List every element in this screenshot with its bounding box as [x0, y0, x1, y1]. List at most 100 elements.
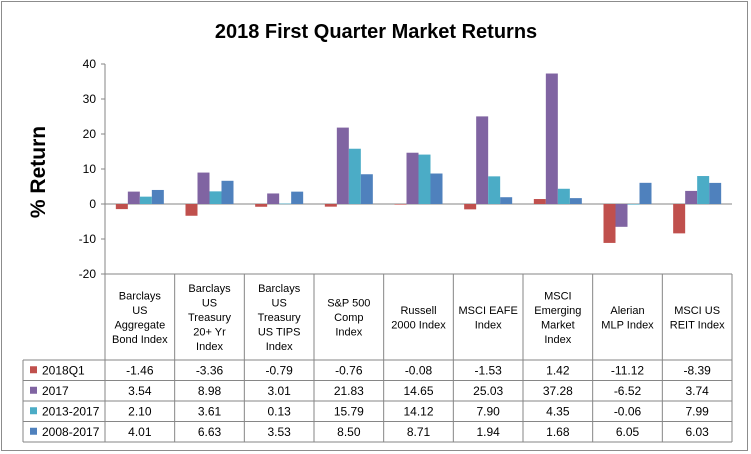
data-table-value: 4.01 [128, 425, 152, 439]
data-table-value: -0.08 [405, 363, 433, 377]
bar [615, 204, 628, 227]
data-table-value: 6.03 [685, 425, 709, 439]
category-label: Barclays [188, 283, 231, 295]
category-label: US TIPS [258, 327, 301, 339]
category-label: US [132, 305, 147, 317]
category-label: US [202, 298, 217, 310]
data-table-value: 3.61 [198, 404, 222, 418]
data-table-value: 3.74 [685, 384, 709, 398]
category-label: Index [266, 341, 293, 353]
data-table-value: -11.12 [611, 363, 644, 377]
bar [151, 189, 164, 204]
bar [197, 172, 210, 204]
bar [673, 204, 686, 234]
category-label: MSCI US [674, 305, 720, 317]
data-table-value: 8.98 [198, 384, 222, 398]
legend-label: 2008-2017 [42, 425, 100, 439]
bar [360, 174, 373, 204]
y-tick-label: 10 [83, 162, 97, 176]
legend-label: 2017 [42, 384, 69, 398]
data-table-value: 3.54 [128, 384, 152, 398]
data-table-value: 6.05 [616, 425, 640, 439]
bar [500, 197, 513, 204]
category-label: Barclays [119, 290, 162, 302]
data-table-value: -0.79 [265, 363, 293, 377]
data-table-value: 25.03 [473, 384, 503, 398]
data-table-value: 14.65 [403, 384, 433, 398]
bar [418, 154, 431, 204]
data-table-value: 15.79 [334, 404, 364, 418]
category-label: Russell [400, 305, 436, 317]
category-label: Emerging [534, 305, 581, 317]
bar [127, 191, 140, 204]
category-label: Treasury [188, 312, 231, 324]
data-table-value: 1.94 [476, 425, 500, 439]
data-table-value: 1.68 [546, 425, 570, 439]
bar [291, 191, 304, 204]
y-tick-label: -20 [79, 267, 97, 281]
legend-label: 2018Q1 [42, 363, 85, 377]
bar [267, 193, 280, 204]
y-tick-label: 40 [83, 57, 97, 71]
category-label: 2000 Index [391, 319, 446, 331]
bar [336, 127, 349, 204]
category-label: MSCI [544, 290, 572, 302]
bar [185, 204, 198, 216]
data-table-value: 3.01 [267, 384, 291, 398]
data-table-value: -1.53 [474, 363, 502, 377]
data-table-value: -6.52 [614, 384, 642, 398]
bar [557, 188, 570, 204]
category-label: Index [544, 334, 571, 346]
bar [533, 199, 546, 204]
category-label: S&P 500 [327, 298, 370, 310]
data-table-value: 8.50 [337, 425, 361, 439]
bar [139, 196, 152, 204]
y-tick-label: 20 [83, 127, 97, 141]
data-table-value: 6.63 [198, 425, 222, 439]
data-table-value: 0.13 [267, 404, 291, 418]
bar [709, 182, 722, 204]
bar [697, 176, 710, 204]
y-tick-label: 30 [83, 92, 97, 106]
bar [430, 173, 443, 204]
category-label: Market [541, 319, 575, 331]
y-axis-label: % Return [27, 126, 50, 218]
bar [406, 152, 419, 204]
plot-area: -20 -10 0 10 20 30 40 Barclays US Aggregate Bond I… [22, 57, 733, 443]
bar [639, 182, 652, 204]
category-label: MSCI EAFE [459, 305, 518, 317]
category-label: Treasury [258, 312, 301, 324]
bar [324, 204, 337, 207]
legend-key [30, 386, 37, 394]
bar [545, 73, 558, 205]
data-table-value: 7.90 [476, 404, 500, 418]
data-table-value: -3.36 [196, 363, 224, 377]
category-label: Bond Index [112, 334, 168, 346]
bar [488, 176, 501, 204]
category-label: US [272, 298, 287, 310]
data-table-value: 21.83 [334, 384, 364, 398]
bar [476, 116, 489, 204]
bar [279, 203, 292, 205]
category-label: MLP Index [601, 319, 654, 331]
category-label: Comp [334, 312, 363, 324]
data-table-value: 14.12 [403, 404, 433, 418]
data-table-value: -0.76 [335, 363, 363, 377]
bar [209, 191, 222, 204]
data-table-value: 1.42 [546, 363, 570, 377]
category-label: Index [335, 327, 362, 339]
bar [603, 204, 616, 243]
category-label: 20+ Yr [193, 327, 226, 339]
bar [115, 204, 128, 210]
data-table-value: 2.10 [128, 404, 152, 418]
bar [255, 204, 268, 207]
category-label: Index [196, 341, 223, 353]
bar [394, 204, 407, 205]
data-table-value: 4.35 [546, 404, 570, 418]
data-table-value: -1.46 [126, 363, 154, 377]
category-label: Barclays [258, 283, 301, 295]
bar [464, 204, 477, 210]
legend-key [30, 366, 37, 374]
